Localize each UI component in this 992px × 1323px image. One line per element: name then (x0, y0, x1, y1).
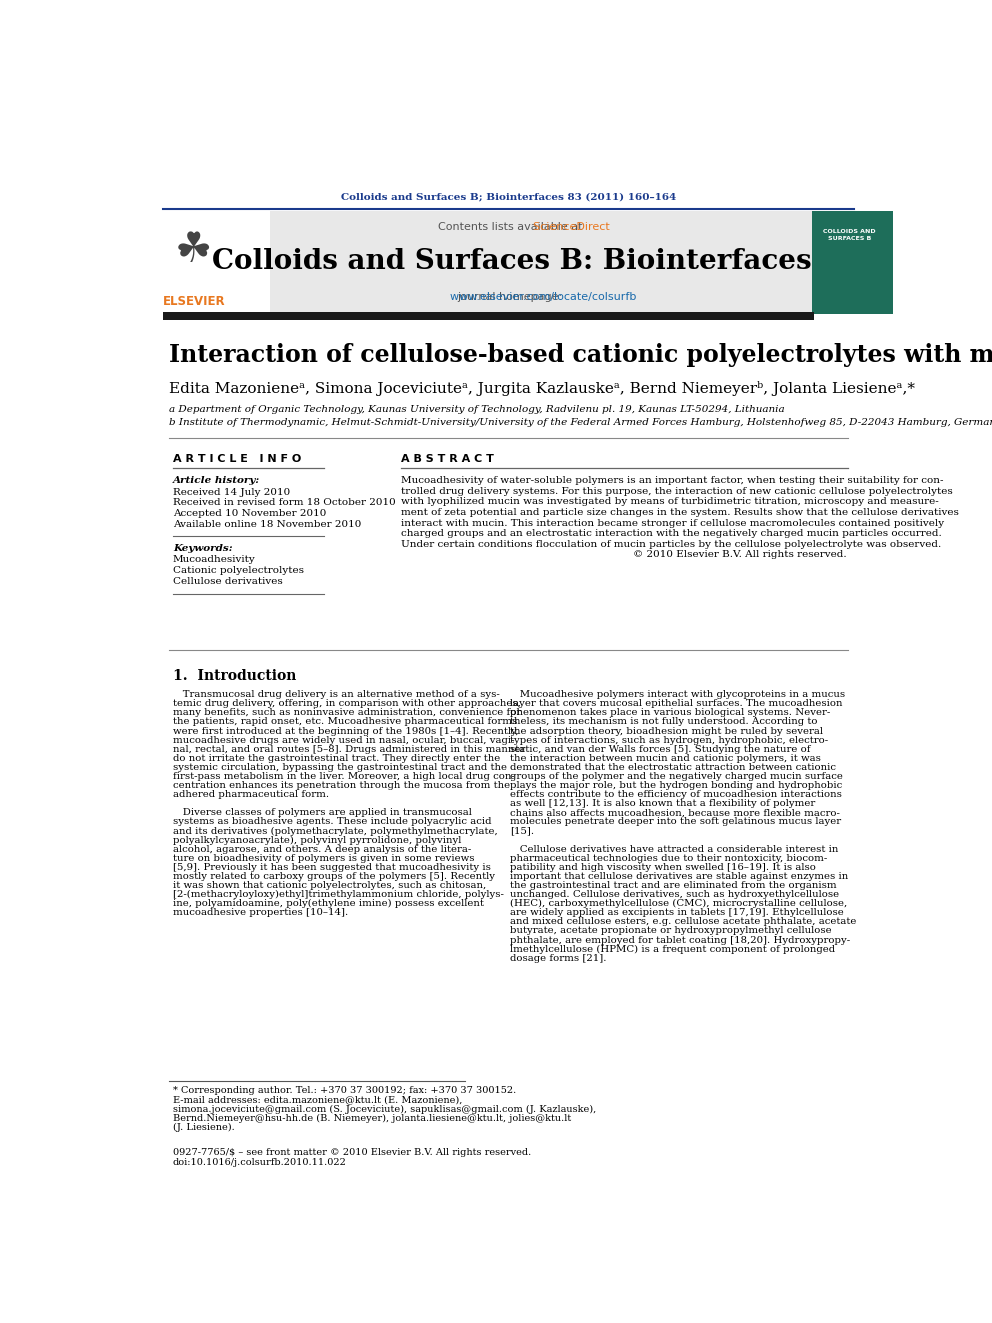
Text: Bernd.Niemeyer@hsu-hh.de (B. Niemeyer), jolanta.liesiene@ktu.lt, jolies@ktu.lt: Bernd.Niemeyer@hsu-hh.de (B. Niemeyer), … (173, 1114, 571, 1123)
Text: alcohol, agarose, and others. A deep analysis of the litera-: alcohol, agarose, and others. A deep ana… (173, 844, 471, 853)
Text: mucoadhesive drugs are widely used in nasal, ocular, buccal, vagi-: mucoadhesive drugs are widely used in na… (173, 736, 514, 745)
Text: simona.joceviciute@gmail.com (S. Joceviciute), sapuklisas@gmail.com (J. Kazlausk: simona.joceviciute@gmail.com (S. Jocevic… (173, 1105, 596, 1114)
Text: systemic circulation, bypassing the gastrointestinal tract and the: systemic circulation, bypassing the gast… (173, 763, 507, 771)
Text: temic drug delivery, offering, in comparison with other approaches,: temic drug delivery, offering, in compar… (173, 700, 521, 708)
Text: it was shown that cationic polyelectrolytes, such as chitosan,: it was shown that cationic polyelectroly… (173, 881, 486, 890)
Text: do not irritate the gastrointestinal tract. They directly enter the: do not irritate the gastrointestinal tra… (173, 754, 500, 763)
Text: (HEC), carboxymethylcellulose (CMC), microcrystalline cellulose,: (HEC), carboxymethylcellulose (CMC), mic… (510, 900, 847, 908)
Text: first-pass metabolism in the liver. Moreover, a high local drug con-: first-pass metabolism in the liver. More… (173, 771, 515, 781)
Text: ine, polyamidoamine, poly(ethylene imine) possess excellent: ine, polyamidoamine, poly(ethylene imine… (173, 900, 484, 908)
Text: and mixed cellulose esters, e.g. cellulose acetate phthalate, acetate: and mixed cellulose esters, e.g. cellulo… (510, 917, 856, 926)
Text: ture on bioadhesivity of polymers is given in some reviews: ture on bioadhesivity of polymers is giv… (173, 853, 474, 863)
Bar (163, 212, 813, 315)
Text: with lyophilized mucin was investigated by means of turbidimetric titration, mic: with lyophilized mucin was investigated … (402, 497, 939, 507)
Text: important that cellulose derivatives are stable against enzymes in: important that cellulose derivatives are… (510, 872, 848, 881)
Text: Received in revised form 18 October 2010: Received in revised form 18 October 2010 (173, 499, 396, 508)
Text: Edita Mazonieneᵃ, Simona Joceviciuteᵃ, Jurgita Kazlauskeᵃ, Bernd Niemeyerᵇ, Jola: Edita Mazonieneᵃ, Simona Joceviciuteᵃ, J… (169, 381, 915, 396)
Text: Accepted 10 November 2010: Accepted 10 November 2010 (173, 509, 326, 519)
Text: phthalate, are employed for tablet coating [18,20]. Hydroxypropy-: phthalate, are employed for tablet coati… (510, 935, 850, 945)
Text: a Department of Organic Technology, Kaunas University of Technology, Radvilenu p: a Department of Organic Technology, Kaun… (169, 405, 785, 414)
Text: dosage forms [21].: dosage forms [21]. (510, 954, 606, 963)
Text: chains also affects mucoadhesion, because more flexible macro-: chains also affects mucoadhesion, becaus… (510, 808, 840, 818)
Text: Transmucosal drug delivery is an alternative method of a sys-: Transmucosal drug delivery is an alterna… (173, 691, 500, 699)
Text: Keywords:: Keywords: (173, 544, 232, 553)
Text: the patients, rapid onset, etc. Mucoadhesive pharmaceutical forms: the patients, rapid onset, etc. Mucoadhe… (173, 717, 517, 726)
Text: plays the major role, but the hydrogen bonding and hydrophobic: plays the major role, but the hydrogen b… (510, 781, 842, 790)
Text: Received 14 July 2010: Received 14 July 2010 (173, 488, 290, 496)
Text: [5,9]. Previously it has been suggested that mucoadhesivity is: [5,9]. Previously it has been suggested … (173, 863, 491, 872)
Text: the adsorption theory, bioadhesion might be ruled by several: the adsorption theory, bioadhesion might… (510, 726, 823, 736)
Text: many benefits, such as noninvasive administration, convenience for: many benefits, such as noninvasive admin… (173, 708, 521, 717)
Text: patibility and high viscosity when swelled [16–19]. It is also: patibility and high viscosity when swell… (510, 863, 815, 872)
Text: E-mail addresses: edita.mazoniene@ktu.lt (E. Mazoniene),: E-mail addresses: edita.mazoniene@ktu.lt… (173, 1095, 462, 1105)
Text: www.elsevier.com/locate/colsurfb: www.elsevier.com/locate/colsurfb (387, 292, 636, 303)
Text: Diverse classes of polymers are applied in transmucosal: Diverse classes of polymers are applied … (173, 808, 472, 818)
Text: ment of zeta potential and particle size changes in the system. Results show tha: ment of zeta potential and particle size… (402, 508, 959, 517)
Text: Cellulose derivatives have attracted a considerable interest in: Cellulose derivatives have attracted a c… (510, 844, 838, 853)
Text: theless, its mechanism is not fully understood. According to: theless, its mechanism is not fully unde… (510, 717, 817, 726)
Text: as well [12,13]. It is also known that a flexibility of polymer: as well [12,13]. It is also known that a… (510, 799, 815, 808)
Text: Under certain conditions flocculation of mucin particles by the cellulose polyel: Under certain conditions flocculation of… (402, 540, 941, 549)
Text: trolled drug delivery systems. For this purpose, the interaction of new cationic: trolled drug delivery systems. For this … (402, 487, 953, 496)
Text: polyalkylcyanoacrylate), polyvinyl pyrrolidone, polyvinyl: polyalkylcyanoacrylate), polyvinyl pyrro… (173, 836, 461, 844)
Text: ☘: ☘ (175, 229, 212, 271)
Text: Mucoadhesivity of water-soluble polymers is an important factor, when testing th: Mucoadhesivity of water-soluble polymers… (402, 476, 944, 486)
Text: systems as bioadhesive agents. These include polyacrylic acid: systems as bioadhesive agents. These inc… (173, 818, 491, 827)
Text: b Institute of Thermodynamic, Helmut-Schmidt-University/University of the Federa: b Institute of Thermodynamic, Helmut-Sch… (169, 418, 992, 426)
Text: ELSEVIER: ELSEVIER (163, 295, 225, 308)
Text: adhered pharmaceutical form.: adhered pharmaceutical form. (173, 790, 329, 799)
Text: static, and van der Walls forces [5]. Studying the nature of: static, and van der Walls forces [5]. St… (510, 745, 810, 754)
Text: 1.  Introduction: 1. Introduction (173, 669, 297, 683)
Text: A R T I C L E   I N F O: A R T I C L E I N F O (173, 454, 302, 464)
Text: Colloids and Surfaces B; Biointerfaces 83 (2011) 160–164: Colloids and Surfaces B; Biointerfaces 8… (341, 193, 676, 202)
Bar (163, 312, 813, 320)
Text: mostly related to carboxy groups of the polymers [5]. Recently: mostly related to carboxy groups of the … (173, 872, 495, 881)
Text: nal, rectal, and oral routes [5–8]. Drugs administered in this manner: nal, rectal, and oral routes [5–8]. Drug… (173, 745, 525, 754)
Text: Mucoadhesive polymers interact with glycoproteins in a mucus: Mucoadhesive polymers interact with glyc… (510, 691, 845, 699)
Text: were first introduced at the beginning of the 1980s [1–4]. Recently,: were first introduced at the beginning o… (173, 726, 519, 736)
Text: 0927-7765/$ – see front matter © 2010 Elsevier B.V. All rights reserved.: 0927-7765/$ – see front matter © 2010 El… (173, 1147, 531, 1156)
Text: the gastrointestinal tract and are eliminated from the organism: the gastrointestinal tract and are elimi… (510, 881, 836, 890)
Text: the interaction between mucin and cationic polymers, it was: the interaction between mucin and cation… (510, 754, 820, 763)
Bar (163, 212, 270, 315)
Text: demonstrated that the electrostatic attraction between cationic: demonstrated that the electrostatic attr… (510, 763, 836, 771)
Text: Article history:: Article history: (173, 476, 260, 486)
Text: Available online 18 November 2010: Available online 18 November 2010 (173, 520, 361, 529)
Text: Colloids and Surfaces B: Biointerfaces: Colloids and Surfaces B: Biointerfaces (211, 247, 811, 275)
Text: COLLOIDS AND: COLLOIDS AND (823, 229, 876, 234)
Text: types of interactions, such as hydrogen, hydrophobic, electro-: types of interactions, such as hydrogen,… (510, 736, 828, 745)
Text: groups of the polymer and the negatively charged mucin surface: groups of the polymer and the negatively… (510, 771, 843, 781)
Text: unchanged. Cellulose derivatives, such as hydroxyethylcellulose: unchanged. Cellulose derivatives, such a… (510, 890, 839, 900)
Text: Mucoadhesivity: Mucoadhesivity (173, 556, 256, 565)
Text: effects contribute to the efficiency of mucoadhesion interactions: effects contribute to the efficiency of … (510, 790, 842, 799)
Text: Interaction of cellulose-based cationic polyelectrolytes with mucin: Interaction of cellulose-based cationic … (169, 343, 992, 366)
Text: doi:10.1016/j.colsurfb.2010.11.022: doi:10.1016/j.colsurfb.2010.11.022 (173, 1158, 346, 1167)
Text: ScienceDirect: ScienceDirect (414, 221, 609, 232)
Text: Cationic polyelectrolytes: Cationic polyelectrolytes (173, 566, 304, 576)
Text: Contents lists available at: Contents lists available at (437, 221, 585, 232)
Text: butyrate, acetate propionate or hydroxypropylmethyl cellulose: butyrate, acetate propionate or hydroxyp… (510, 926, 831, 935)
Text: mucoadhesive properties [10–14].: mucoadhesive properties [10–14]. (173, 909, 348, 917)
Text: interact with mucin. This interaction became stronger if cellulose macromolecule: interact with mucin. This interaction be… (402, 519, 944, 528)
Text: layer that covers mucosal epithelial surfaces. The mucoadhesion: layer that covers mucosal epithelial sur… (510, 700, 842, 708)
Text: pharmaceutical technologies due to their nontoxicity, biocom-: pharmaceutical technologies due to their… (510, 853, 827, 863)
Text: * Corresponding author. Tel.: +370 37 300192; fax: +370 37 300152.: * Corresponding author. Tel.: +370 37 30… (173, 1086, 516, 1095)
Text: lmethylcellulose (HPMC) is a frequent component of prolonged: lmethylcellulose (HPMC) is a frequent co… (510, 945, 835, 954)
Text: and its derivatives (polymethacrylate, polymethylmethacrylate,: and its derivatives (polymethacrylate, p… (173, 827, 498, 836)
Text: [15].: [15]. (510, 827, 534, 835)
Text: journal homepage:: journal homepage: (457, 292, 565, 303)
Text: charged groups and an electrostatic interaction with the negatively charged muci: charged groups and an electrostatic inte… (402, 529, 942, 538)
Text: are widely applied as excipients in tablets [17,19]. Ethylcellulose: are widely applied as excipients in tabl… (510, 909, 844, 917)
Text: [2-(methacryloyloxy)ethyl]trimethylammonium chloride, polylys-: [2-(methacryloyloxy)ethyl]trimethylammon… (173, 890, 504, 900)
Text: © 2010 Elsevier B.V. All rights reserved.: © 2010 Elsevier B.V. All rights reserved… (633, 550, 846, 558)
Text: A B S T R A C T: A B S T R A C T (402, 454, 494, 464)
Text: SURFACES B: SURFACES B (827, 237, 871, 241)
Text: phenomenon takes place in various biological systems. Never-: phenomenon takes place in various biolog… (510, 708, 830, 717)
Text: Cellulose derivatives: Cellulose derivatives (173, 577, 283, 586)
Text: molecules penetrate deeper into the soft gelatinous mucus layer: molecules penetrate deeper into the soft… (510, 818, 841, 827)
Text: (J. Liesiene).: (J. Liesiene). (173, 1123, 234, 1132)
Text: centration enhances its penetration through the mucosa from the: centration enhances its penetration thro… (173, 781, 510, 790)
Bar (812, 212, 893, 315)
